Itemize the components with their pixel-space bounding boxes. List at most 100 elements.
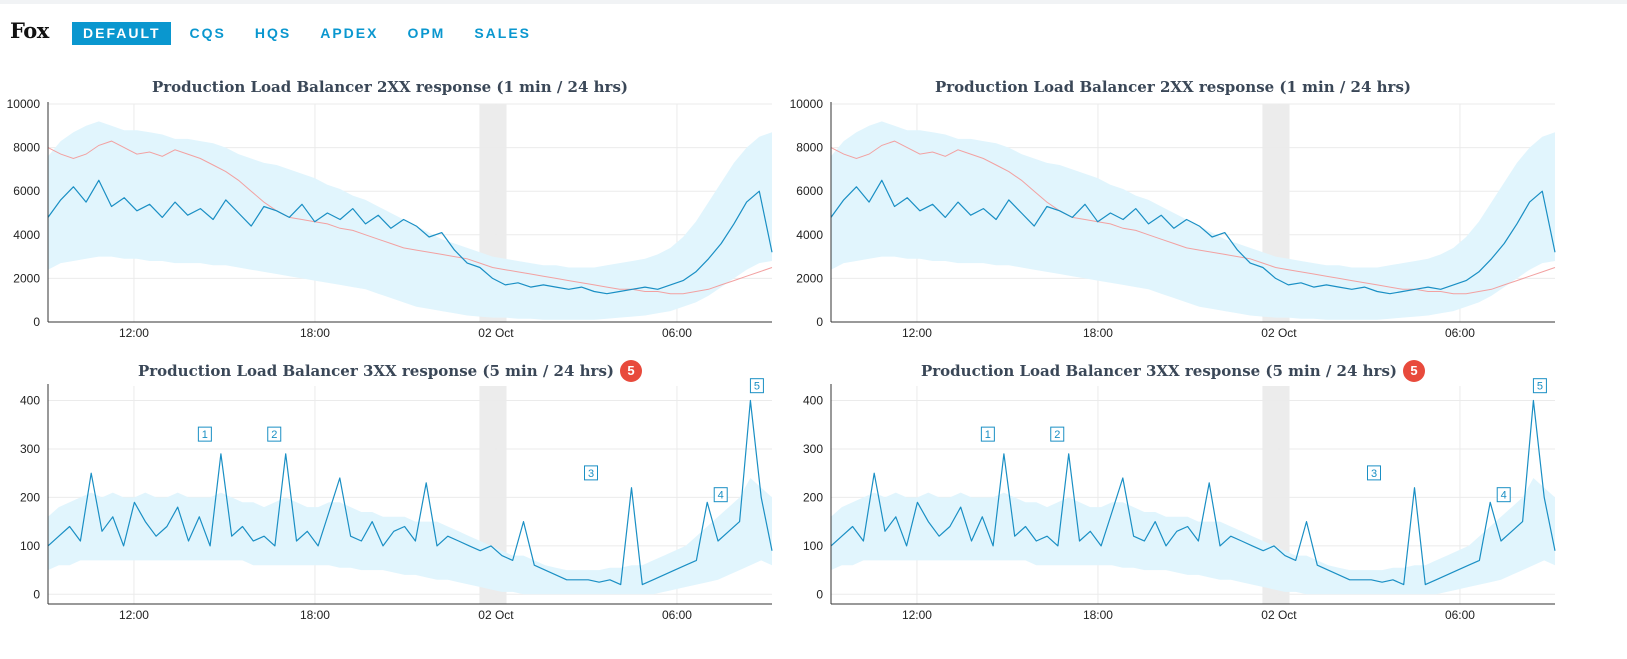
y-tick-label: 0 xyxy=(816,315,823,329)
y-tick-label: 8000 xyxy=(13,141,40,155)
x-tick-label: 18:00 xyxy=(300,326,330,340)
series-band-area xyxy=(831,478,1555,595)
chart-3xx-left[interactable]: 0 100 200 300 400 12:00 18:00 02 Oct 06:00 1 2 3 4 5 xyxy=(0,378,790,644)
annotation-box xyxy=(267,426,282,442)
x-tick-label: 18:00 xyxy=(1083,326,1113,340)
y-tick-label: 300 xyxy=(803,442,823,456)
y-tick-label: 10000 xyxy=(7,97,41,111)
series-band-area xyxy=(831,121,1555,320)
annotation-label: 1 xyxy=(985,429,991,441)
annotation-label: 2 xyxy=(271,429,277,441)
chart-panel-2xx-right: Production Load Balancer 2XX response (1… xyxy=(783,78,1573,368)
tab-hqs[interactable]: HQS xyxy=(254,25,292,41)
series-actual-line xyxy=(830,399,1556,586)
chart-title: Production Load Balancer 3XX response (5… xyxy=(0,360,780,382)
annotation-label: 3 xyxy=(1371,468,1377,480)
chart-panel-3xx-left: Production Load Balancer 3XX response (5… xyxy=(0,360,790,650)
y-tick-label: 100 xyxy=(20,539,40,553)
x-tick-label: 06:00 xyxy=(1445,608,1475,622)
y-tick-label: 100 xyxy=(803,539,823,553)
annotation-marker[interactable]: 1 xyxy=(197,426,212,442)
chart-title-text: Production Load Balancer 2XX response (1… xyxy=(151,78,628,96)
chart-title: Production Load Balancer 3XX response (5… xyxy=(783,360,1563,382)
annotation-marker[interactable]: 2 xyxy=(267,426,282,442)
x-tick-label: 12:00 xyxy=(119,326,149,340)
annotation-marker[interactable]: 4 xyxy=(713,487,728,503)
y-tick-label: 300 xyxy=(20,442,40,456)
chart-2xx-right[interactable]: 0 2000 4000 6000 8000 10000 12:00 18:00 02 Oct 06… xyxy=(783,97,1573,362)
top-border xyxy=(0,0,1627,4)
x-tick-label: 06:00 xyxy=(662,326,692,340)
x-tick-label: 02 Oct xyxy=(1261,608,1297,622)
y-tick-label: 0 xyxy=(33,587,40,601)
series-actual-line xyxy=(830,179,1556,295)
annotation-label: 5 xyxy=(754,381,760,393)
series-actual-line xyxy=(47,399,773,586)
x-tick-label: 06:00 xyxy=(662,608,692,622)
series-actual-line xyxy=(47,179,773,295)
chart-title: Production Load Balancer 2XX response (1… xyxy=(783,78,1563,96)
y-tick-label: 200 xyxy=(803,490,823,504)
x-tick-label: 12:00 xyxy=(119,608,149,622)
x-tick-label: 12:00 xyxy=(902,326,932,340)
annotation-box xyxy=(713,487,728,503)
chart-panel-3xx-right: Production Load Balancer 3XX response (5… xyxy=(783,360,1573,650)
annotation-box xyxy=(1496,487,1511,503)
annotation-box xyxy=(980,426,995,442)
x-tick-label: 06:00 xyxy=(1445,326,1475,340)
series-comparison-line xyxy=(47,140,773,295)
annotation-label: 4 xyxy=(718,490,724,502)
y-tick-label: 0 xyxy=(816,587,823,601)
series-comparison-line xyxy=(830,140,1556,295)
x-tick-label: 02 Oct xyxy=(478,326,514,340)
app-brand[interactable]: Fox xyxy=(10,18,49,43)
annotation-marker[interactable]: 5 xyxy=(749,378,764,394)
tab-opm[interactable]: OPM xyxy=(407,25,446,41)
alert-count-badge[interactable]: 5 xyxy=(1403,360,1425,382)
annotation-marker[interactable]: 3 xyxy=(1367,465,1381,481)
dashboard-tabs: DEFAULT CQS HQS APDEX OPM SALES xyxy=(72,22,549,45)
tab-sales[interactable]: SALES xyxy=(474,25,532,41)
tab-default[interactable]: DEFAULT xyxy=(72,22,171,45)
chart-title-text: Production Load Balancer 3XX response (5… xyxy=(920,362,1397,380)
annotation-marker[interactable]: 5 xyxy=(1532,378,1547,394)
annotation-box xyxy=(1050,426,1065,442)
chart-2xx-left[interactable]: 0 2000 4000 6000 8000 10000 12:00 18:00 02 Oct 06… xyxy=(0,97,790,362)
x-tick-label: 18:00 xyxy=(300,608,330,622)
annotation-box xyxy=(1367,465,1381,481)
annotation-marker[interactable]: 1 xyxy=(980,426,995,442)
y-tick-label: 0 xyxy=(33,315,40,329)
annotation-label: 3 xyxy=(588,468,594,480)
y-tick-label: 8000 xyxy=(796,141,823,155)
annotation-label: 5 xyxy=(1537,381,1543,393)
y-tick-label: 400 xyxy=(20,394,40,408)
y-tick-label: 2000 xyxy=(796,271,823,285)
x-tick-label: 12:00 xyxy=(902,608,932,622)
y-tick-label: 2000 xyxy=(13,271,40,285)
chart-title: Production Load Balancer 2XX response (1… xyxy=(0,78,780,96)
x-tick-label: 18:00 xyxy=(1083,608,1113,622)
series-band-area xyxy=(48,478,772,595)
annotation-label: 2 xyxy=(1054,429,1060,441)
annotation-marker[interactable]: 4 xyxy=(1496,487,1511,503)
x-tick-label: 02 Oct xyxy=(1261,326,1297,340)
chart-3xx-right[interactable]: 0 100 200 300 400 12:00 18:00 02 Oct 06:00 1 2 3 4 5 xyxy=(783,378,1573,644)
tab-apdex[interactable]: APDEX xyxy=(320,25,379,41)
y-tick-label: 400 xyxy=(803,394,823,408)
y-tick-label: 4000 xyxy=(13,228,40,242)
y-tick-label: 10000 xyxy=(790,97,824,111)
tab-cqs[interactable]: CQS xyxy=(189,25,226,41)
chart-title-text: Production Load Balancer 2XX response (1… xyxy=(934,78,1411,96)
chart-title-text: Production Load Balancer 3XX response (5… xyxy=(137,362,614,380)
annotation-label: 4 xyxy=(1501,490,1507,502)
annotation-box xyxy=(197,426,212,442)
annotation-box xyxy=(584,465,598,481)
alert-count-badge[interactable]: 5 xyxy=(620,360,642,382)
x-tick-label: 02 Oct xyxy=(478,608,514,622)
annotation-marker[interactable]: 3 xyxy=(584,465,598,481)
y-tick-label: 6000 xyxy=(796,184,823,198)
annotation-box xyxy=(1532,378,1547,394)
annotation-marker[interactable]: 2 xyxy=(1050,426,1065,442)
y-tick-label: 4000 xyxy=(796,228,823,242)
y-tick-label: 6000 xyxy=(13,184,40,198)
